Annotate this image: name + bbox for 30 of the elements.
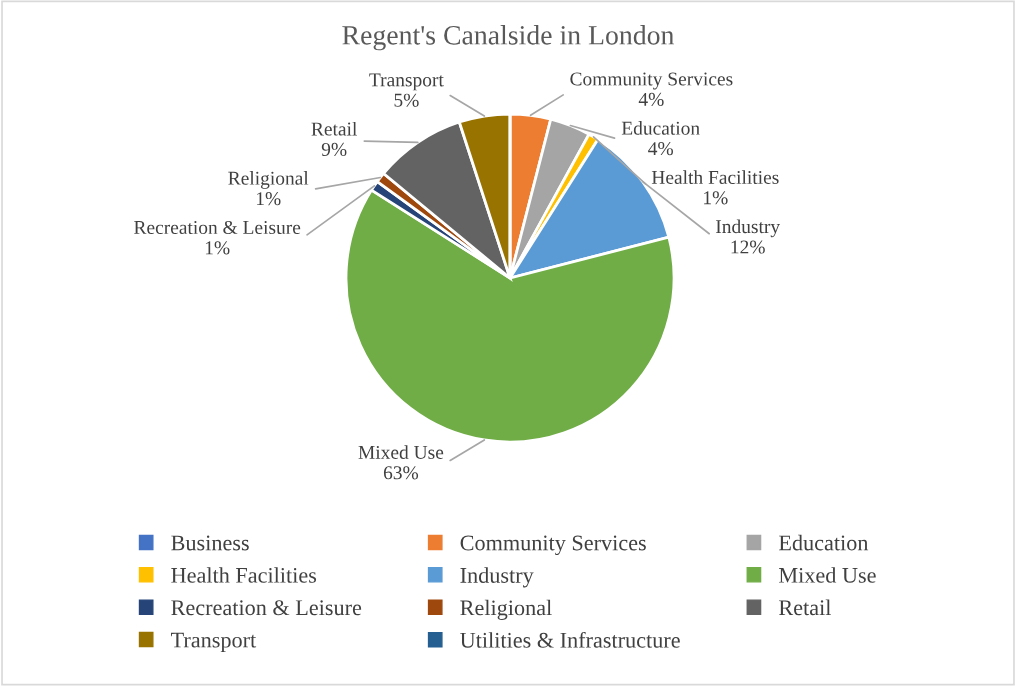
legend-label: Religional xyxy=(460,599,552,620)
data-label: 5% xyxy=(394,93,419,107)
slice-label: Recreation & Leisure xyxy=(134,220,301,235)
data-label: 1% xyxy=(205,241,230,255)
data-label: 4% xyxy=(648,142,673,156)
data-label: 1% xyxy=(704,191,728,205)
legend-label: Business xyxy=(171,535,249,551)
data-label: 63% xyxy=(383,466,419,480)
slice-label: Mixed Use xyxy=(358,445,444,459)
legend-label: Recreation & Leisure xyxy=(171,600,362,616)
slice-label: Industry xyxy=(715,219,781,238)
chart-title: Regent's Canalside in London xyxy=(342,25,675,51)
slice-label: Religional xyxy=(228,171,309,189)
legend-label: Transport xyxy=(171,632,257,653)
legend-label: Industry xyxy=(460,567,534,588)
legend-label: Mixed Use xyxy=(779,567,876,583)
slice-label: Health Facilities xyxy=(651,170,779,184)
legend-label: Utilities & Infrastructure xyxy=(460,631,680,648)
slice-label: Education xyxy=(621,121,700,135)
slice-label: Community Services xyxy=(570,72,733,90)
data-label: 1% xyxy=(256,192,281,206)
legend-label: Community Services xyxy=(460,535,646,556)
legend-label: Education xyxy=(779,534,869,551)
data-label: 12% xyxy=(731,240,765,254)
slice-label: Retail xyxy=(311,121,357,136)
legend-label: Retail xyxy=(779,599,831,616)
legend-label: Health Facilities xyxy=(171,567,317,583)
slice-label: Transport xyxy=(369,73,444,91)
data-label: 9% xyxy=(321,142,347,157)
data-label: 4% xyxy=(638,92,664,106)
